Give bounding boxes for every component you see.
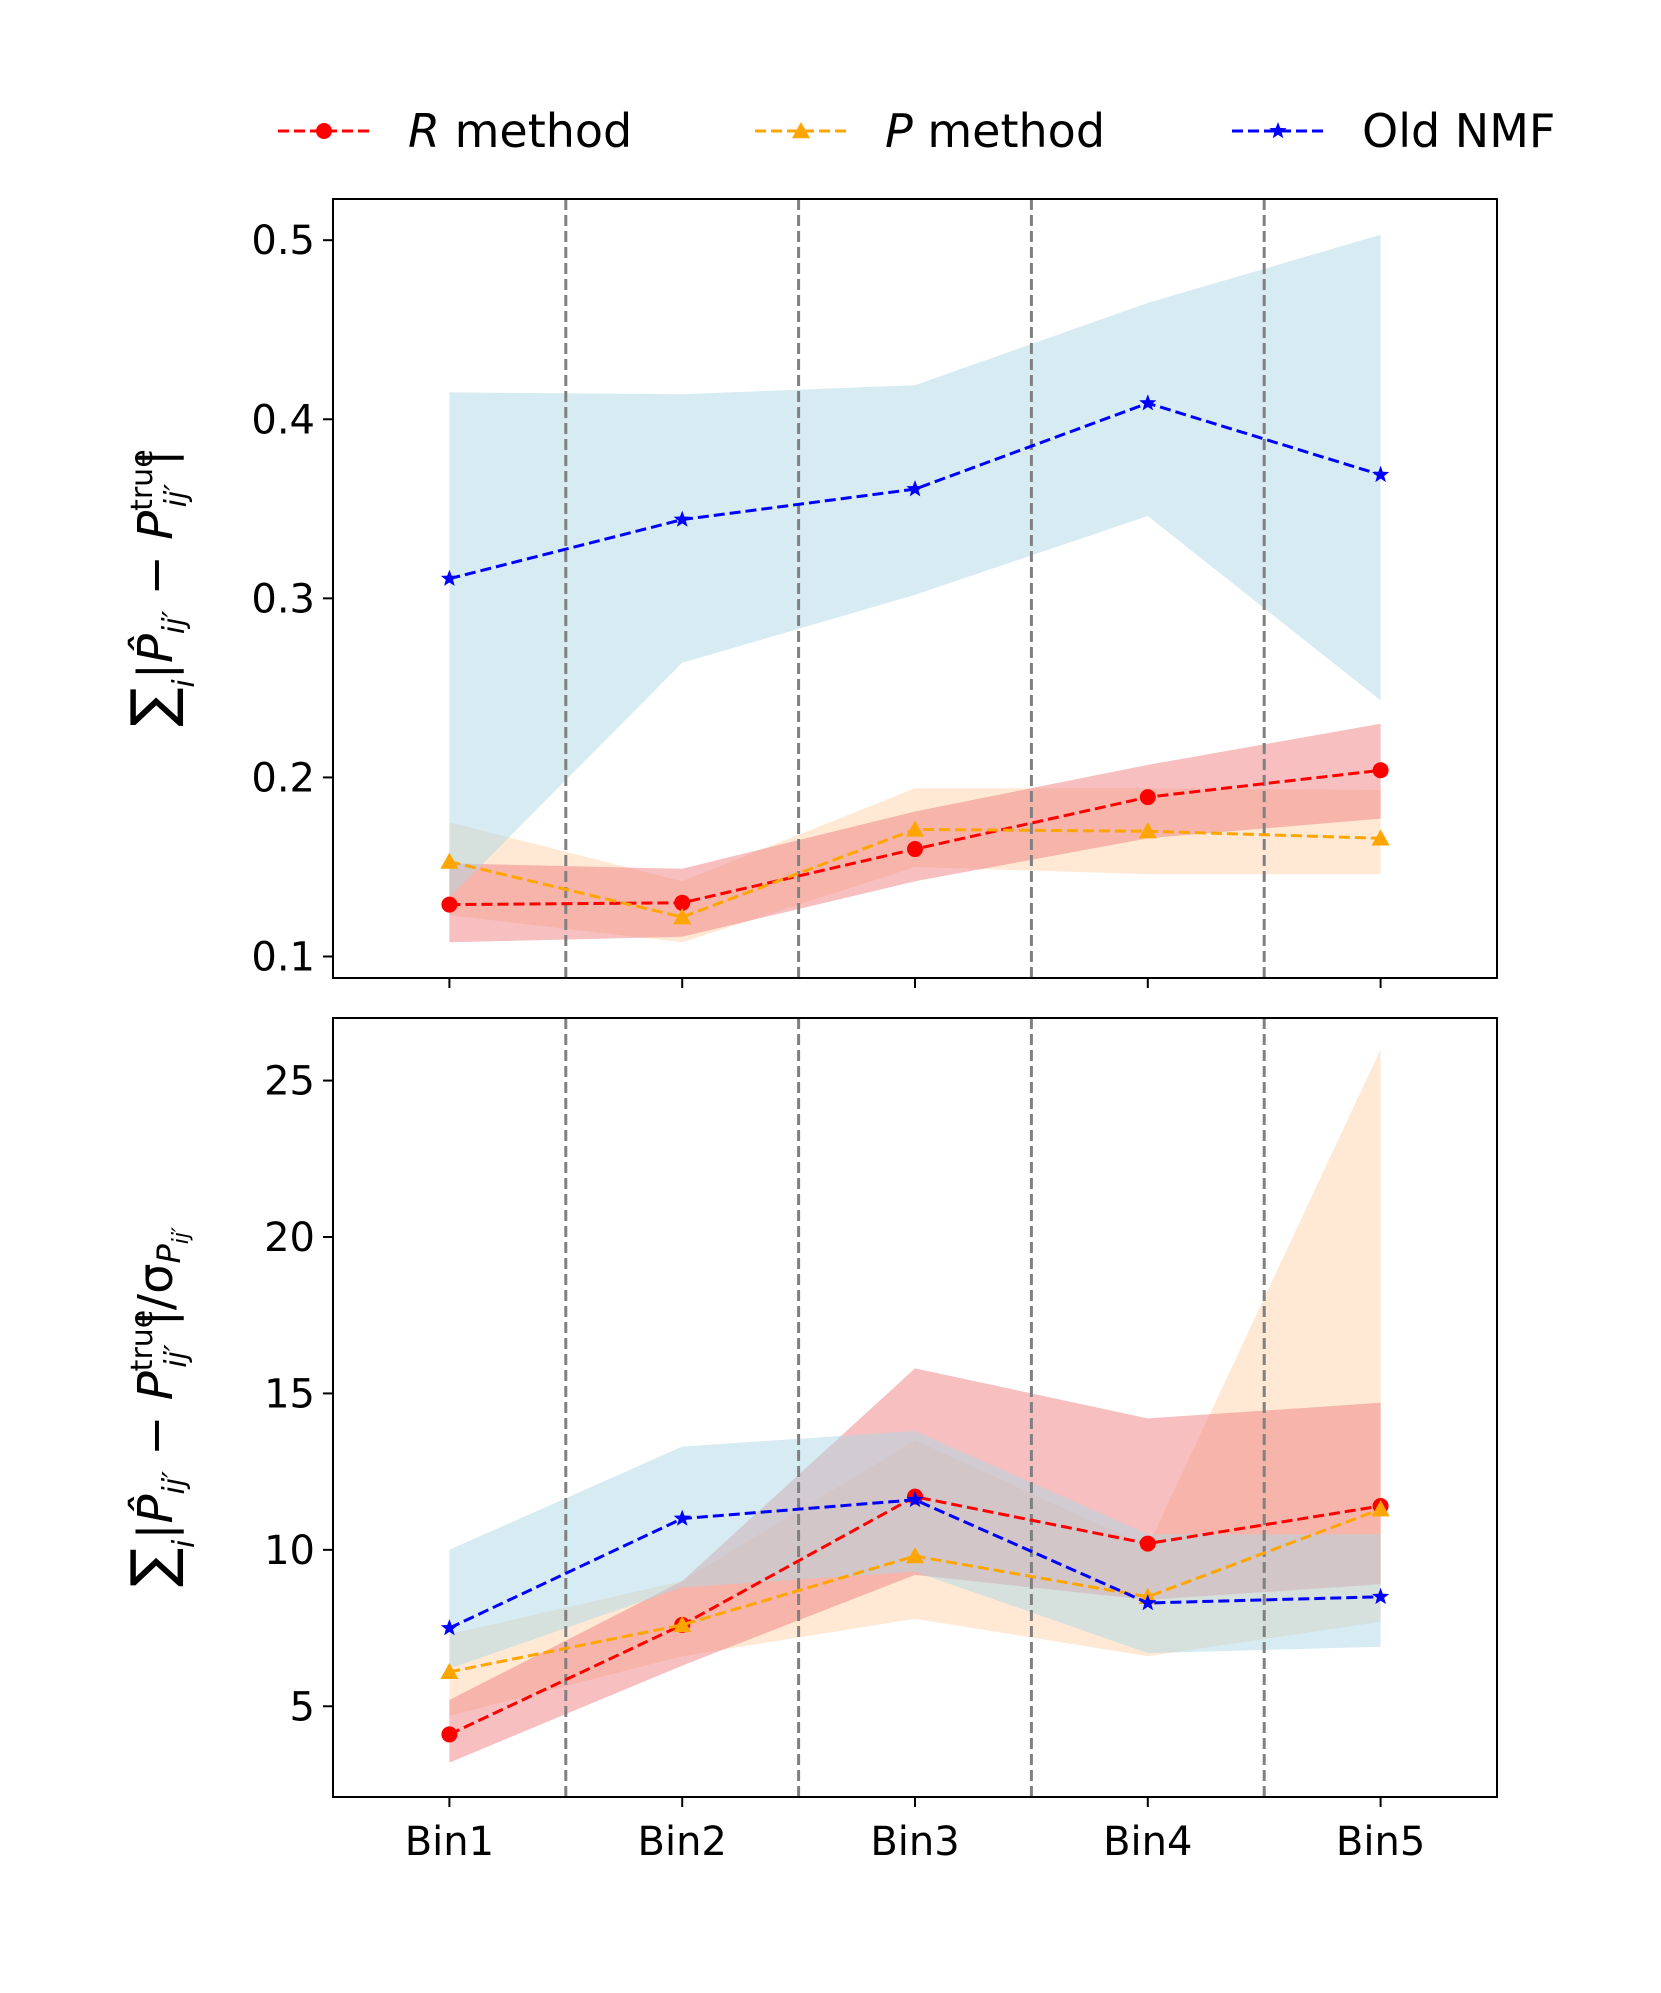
data-point-p bbox=[440, 1662, 459, 1680]
series-nmf bbox=[440, 394, 1390, 586]
legend-label-italic: R bbox=[408, 104, 440, 158]
data-point-r bbox=[1139, 789, 1156, 806]
data-point-nmf bbox=[673, 1509, 691, 1526]
y-axis-label: ∑i|P̂ij′ − Ptrueij′| bbox=[118, 449, 202, 726]
y-tick-label: 20 bbox=[264, 1215, 315, 1261]
data-point-p bbox=[906, 1547, 924, 1564]
legend-label: R method bbox=[408, 104, 632, 158]
data-point-p bbox=[440, 852, 459, 869]
y-tick-label: 0.5 bbox=[251, 218, 315, 264]
ylabel-sub: i bbox=[167, 679, 202, 688]
ylabel-sub: ij′ bbox=[159, 484, 194, 508]
ylabel-bar: | bbox=[128, 663, 184, 679]
data-point-p bbox=[1371, 1500, 1390, 1517]
series-line-r bbox=[448, 1495, 1381, 1736]
ylabel-sub: i bbox=[167, 1539, 202, 1548]
y-tick-label: 0.1 bbox=[251, 935, 315, 981]
ylabel-p: P bbox=[128, 1371, 184, 1400]
legend-label: Old NMF bbox=[1362, 104, 1555, 158]
data-point-r bbox=[1139, 1535, 1156, 1552]
data-point-r bbox=[674, 894, 691, 911]
series-p bbox=[440, 820, 1390, 925]
legend-label-italic: P bbox=[885, 104, 913, 158]
x-tick-label: Bin4 bbox=[1103, 1819, 1192, 1865]
y-axis-label: ∑i|P̂ij′ − Ptrueij′|/σPij′ bbox=[118, 1227, 202, 1587]
ylabel-p: P bbox=[128, 511, 184, 540]
y-tick-label: 10 bbox=[264, 1528, 315, 1574]
data-point-nmf bbox=[1372, 465, 1390, 483]
x-tick-label: Bin3 bbox=[870, 1819, 959, 1865]
data-point-nmf bbox=[440, 569, 458, 586]
data-point-nmf bbox=[673, 510, 691, 527]
data-point-r bbox=[907, 841, 923, 858]
ylabel-sigma-sub: ij′ bbox=[169, 1227, 194, 1244]
data-point-nmf bbox=[1139, 394, 1157, 411]
ylabel-sup: true bbox=[125, 1310, 160, 1372]
y-tick-label: 25 bbox=[264, 1059, 315, 1105]
legend-marker bbox=[792, 122, 810, 139]
ylabel-sub: ij′ bbox=[157, 1471, 192, 1495]
series-nmf bbox=[440, 1490, 1390, 1636]
legend-item-nmf: Old NMF bbox=[1232, 104, 1555, 158]
data-point-nmf bbox=[906, 1490, 924, 1508]
x-tick-label: Bin2 bbox=[638, 1819, 727, 1865]
data-point-p bbox=[673, 908, 692, 925]
data-point-p bbox=[1138, 822, 1157, 839]
ylabel-phat: P̂ bbox=[126, 634, 184, 663]
ylabel-bar: | bbox=[128, 1523, 184, 1539]
data-point-p bbox=[906, 820, 924, 837]
data-point-nmf bbox=[1372, 1587, 1390, 1605]
ylabel-sum: ∑ bbox=[118, 1548, 186, 1587]
top-panel: 0.10.20.30.40.5∑i|P̂ij′ − Ptrueij′| bbox=[118, 198, 1498, 988]
y-tick-label: 15 bbox=[264, 1371, 315, 1417]
data-point-nmf bbox=[1139, 1594, 1157, 1611]
ylabel-sigma-p: P bbox=[150, 1243, 188, 1263]
data-point-nmf bbox=[906, 480, 924, 497]
y-tick-label: 0.2 bbox=[251, 755, 315, 801]
data-point-p bbox=[673, 1615, 692, 1633]
x-tick-label: Bin1 bbox=[405, 1819, 494, 1865]
legend-item-p: P method bbox=[755, 104, 1105, 158]
legend-marker bbox=[1269, 122, 1287, 139]
y-tick-label: 0.4 bbox=[251, 397, 315, 443]
data-point-r bbox=[441, 896, 458, 913]
ylabel-minus: − bbox=[128, 540, 184, 611]
series-r bbox=[441, 762, 1389, 913]
legend-marker bbox=[316, 123, 332, 139]
ylabel-sup: true bbox=[125, 449, 160, 511]
data-point-r bbox=[441, 1726, 458, 1743]
data-point-nmf bbox=[440, 1619, 458, 1636]
ylabel-bar: |/σ bbox=[128, 1263, 184, 1326]
ylabel-minus: − bbox=[128, 1400, 184, 1471]
ylabel-bar: | bbox=[128, 450, 184, 466]
data-point-r bbox=[1372, 762, 1389, 779]
ylabel-sub: ij′ bbox=[157, 610, 192, 634]
legend-label: P method bbox=[885, 104, 1105, 158]
x-tick-label: Bin5 bbox=[1336, 1819, 1425, 1865]
legend-label-text: method bbox=[913, 104, 1105, 158]
ylabel-phat: P̂ bbox=[126, 1494, 184, 1523]
ylabel-sum: ∑ bbox=[118, 688, 186, 727]
legend-label-text: Old NMF bbox=[1362, 104, 1555, 158]
legend-item-r: R method bbox=[278, 104, 632, 158]
y-tick-label: 5 bbox=[290, 1684, 315, 1730]
ylabel-sub: ij′ bbox=[159, 1344, 194, 1368]
legend: R method P method Old NMF bbox=[278, 104, 1555, 158]
y-tick-label: 0.3 bbox=[251, 576, 315, 622]
legend-label-text: method bbox=[440, 104, 632, 158]
data-point-p bbox=[1371, 829, 1390, 846]
